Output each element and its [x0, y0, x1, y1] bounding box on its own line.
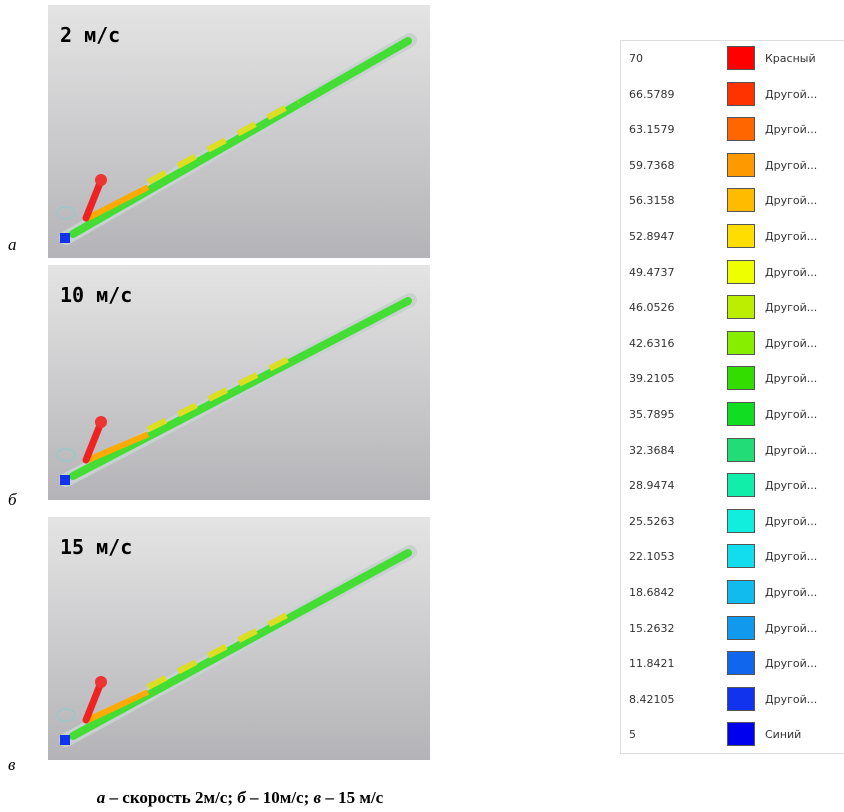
panel-letter: б: [8, 490, 17, 510]
panel-letter: в: [8, 755, 15, 775]
legend-value: 18.6842: [629, 586, 675, 599]
caption-part: – скорость 2м/с;: [105, 788, 237, 807]
caption: а – скорость 2м/с; б – 10м/с; в – 15 м/с: [0, 788, 480, 808]
legend-color-name: Другой...: [765, 657, 817, 670]
legend-value: 46.0526: [629, 301, 675, 314]
legend-row: 11.8421 Другой...: [621, 646, 844, 682]
panel-letter: а: [8, 235, 17, 255]
legend-row: 28.9474 Другой...: [621, 468, 844, 504]
legend-swatch: [727, 509, 755, 533]
simulation-panel: 15 м/с: [48, 517, 430, 760]
legend-row: 66.5789 Другой...: [621, 77, 844, 113]
legend-swatch: [727, 82, 755, 106]
legend-swatch: [727, 722, 755, 746]
caption-part: – 10м/с;: [246, 788, 314, 807]
legend-color-name: Другой...: [765, 88, 817, 101]
legend-value: 28.9474: [629, 479, 675, 492]
legend-swatch: [727, 117, 755, 141]
legend-swatch: [727, 402, 755, 426]
caption-part: а: [97, 788, 106, 807]
legend-row: 18.6842 Другой...: [621, 575, 844, 611]
legend-value: 25.5263: [629, 515, 675, 528]
legend-swatch: [727, 153, 755, 177]
legend-value: 56.3158: [629, 194, 675, 207]
legend-color-name: Другой...: [765, 337, 817, 350]
caption-part: в: [314, 788, 322, 807]
legend-color-name: Другой...: [765, 408, 817, 421]
legend: 70 Красный 66.5789 Другой... 63.1579 Другой..…: [620, 40, 844, 754]
legend-color-name: Другой...: [765, 693, 817, 706]
legend-swatch: [727, 260, 755, 284]
legend-swatch: [727, 580, 755, 604]
legend-row: 70 Красный: [621, 41, 844, 77]
panel-label: 2 м/с: [60, 23, 120, 47]
caption-part: – 15 м/с: [321, 788, 383, 807]
legend-color-name: Другой...: [765, 230, 817, 243]
legend-value: 22.1053: [629, 550, 675, 563]
legend-row: 32.3684 Другой...: [621, 433, 844, 469]
legend-color-name: Другой...: [765, 159, 817, 172]
simulation-panel: 2 м/с: [48, 5, 430, 258]
legend-value: 15.2632: [629, 622, 675, 635]
simulation-panel: 10 м/с: [48, 265, 430, 500]
legend-value: 11.8421: [629, 657, 675, 670]
legend-value: 39.2105: [629, 372, 675, 385]
legend-row: 49.4737 Другой...: [621, 255, 844, 291]
legend-row: 39.2105 Другой...: [621, 361, 844, 397]
legend-swatch: [727, 224, 755, 248]
legend-swatch: [727, 46, 755, 70]
legend-value: 59.7368: [629, 159, 675, 172]
legend-row: 15.2632 Другой...: [621, 611, 844, 647]
legend-row: 63.1579 Другой...: [621, 112, 844, 148]
panel-label: 15 м/с: [60, 535, 132, 559]
legend-color-name: Другой...: [765, 586, 817, 599]
legend-color-name: Синий: [765, 728, 801, 741]
legend-color-name: Другой...: [765, 194, 817, 207]
legend-value: 49.4737: [629, 266, 675, 279]
legend-swatch: [727, 687, 755, 711]
legend-value: 70: [629, 52, 643, 65]
legend-row: 52.8947 Другой...: [621, 219, 844, 255]
legend-color-name: Другой...: [765, 266, 817, 279]
legend-color-name: Другой...: [765, 515, 817, 528]
legend-swatch: [727, 331, 755, 355]
legend-row: 8.42105 Другой...: [621, 682, 844, 718]
legend-row: 35.7895 Другой...: [621, 397, 844, 433]
legend-color-name: Другой...: [765, 444, 817, 457]
legend-color-name: Другой...: [765, 372, 817, 385]
caption-part: б: [237, 788, 245, 807]
legend-color-name: Красный: [765, 52, 816, 65]
legend-swatch: [727, 366, 755, 390]
legend-swatch: [727, 544, 755, 568]
legend-color-name: Другой...: [765, 479, 817, 492]
legend-value: 8.42105: [629, 693, 675, 706]
legend-value: 63.1579: [629, 123, 675, 136]
legend-row: 59.7368 Другой...: [621, 148, 844, 184]
legend-row: 42.6316 Другой...: [621, 326, 844, 362]
legend-row: 56.3158 Другой...: [621, 183, 844, 219]
page: 2 м/с 10 м/с 15 м/с а – скорость 2м/с; б…: [0, 0, 844, 812]
legend-value: 5: [629, 728, 636, 741]
legend-swatch: [727, 295, 755, 319]
panel-label: 10 м/с: [60, 283, 132, 307]
legend-color-name: Другой...: [765, 622, 817, 635]
legend-value: 66.5789: [629, 88, 675, 101]
legend-color-name: Другой...: [765, 550, 817, 563]
legend-swatch: [727, 651, 755, 675]
legend-swatch: [727, 473, 755, 497]
legend-swatch: [727, 188, 755, 212]
legend-row: 5 Синий: [621, 717, 844, 753]
legend-value: 35.7895: [629, 408, 675, 421]
legend-value: 52.8947: [629, 230, 675, 243]
legend-row: 25.5263 Другой...: [621, 504, 844, 540]
legend-color-name: Другой...: [765, 301, 817, 314]
legend-swatch: [727, 438, 755, 462]
legend-swatch: [727, 616, 755, 640]
legend-row: 22.1053 Другой...: [621, 539, 844, 575]
legend-color-name: Другой...: [765, 123, 817, 136]
legend-value: 42.6316: [629, 337, 675, 350]
legend-value: 32.3684: [629, 444, 675, 457]
legend-row: 46.0526 Другой...: [621, 290, 844, 326]
